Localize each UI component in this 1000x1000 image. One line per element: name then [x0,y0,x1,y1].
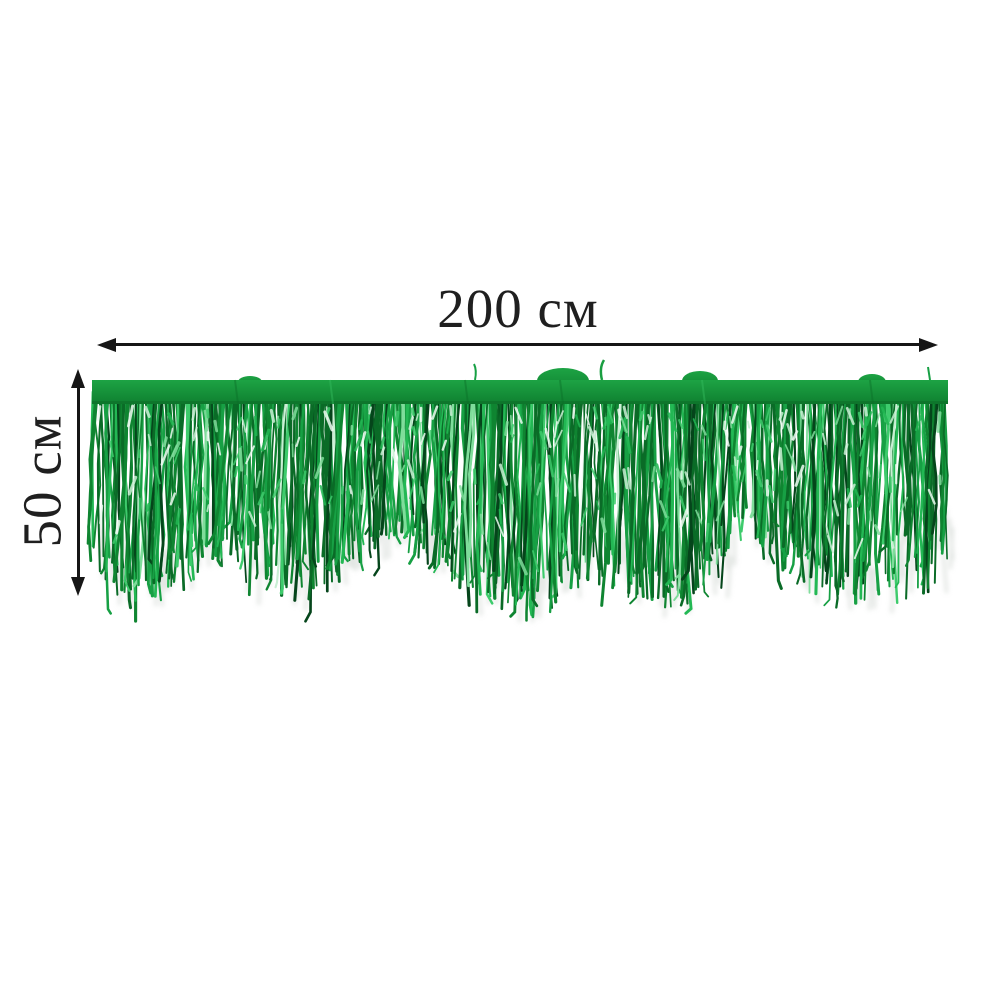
width-dimension-line [112,343,922,346]
arrowhead-up-icon [71,369,85,388]
width-dimension-label: 200 см [437,278,599,339]
arrowhead-left-icon [97,338,116,352]
height-dimension-line [76,385,80,578]
arrowhead-down-icon [71,577,85,596]
arrowhead-right-icon [919,338,938,352]
height-dimension-label: 50 см [11,414,73,548]
